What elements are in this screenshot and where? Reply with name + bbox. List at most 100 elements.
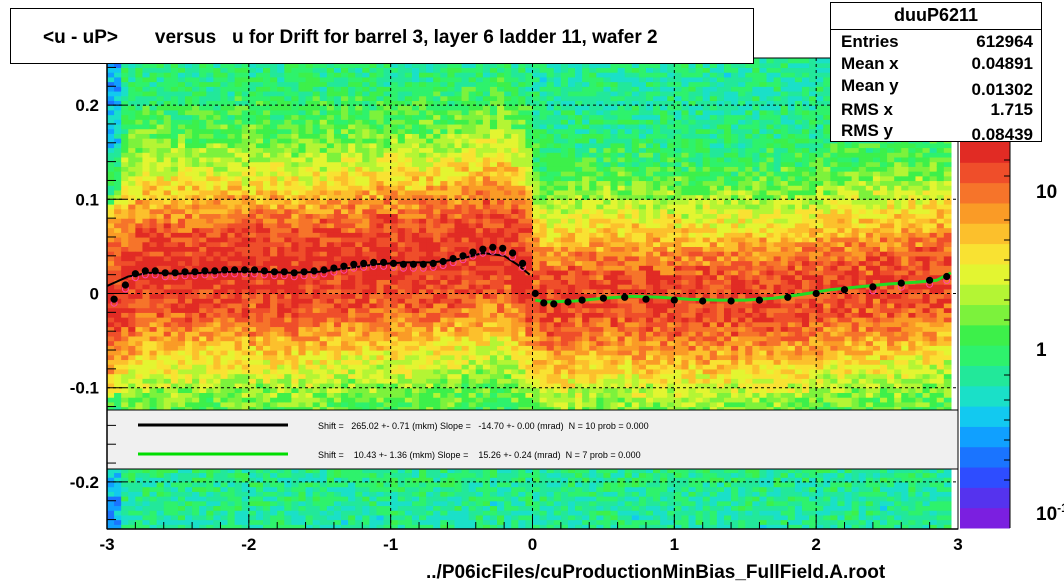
heatmap-cell [156,472,165,478]
heatmap-cell [333,373,342,379]
heatmap-cell [199,288,207,295]
heatmap-cell [192,81,200,87]
heatmap-cell [142,95,151,101]
heatmap-cell [156,152,165,158]
heatmap-cell [369,76,378,83]
heatmap-cell [312,76,321,83]
heatmap-cell [234,496,243,502]
heatmap-cell [156,364,165,370]
heatmap-cell [149,321,158,328]
heatmap-cell [241,133,250,139]
heatmap-cell [206,152,214,158]
heatmap-cell [369,340,378,346]
heatmap-cell [121,510,129,516]
heatmap-cell [163,81,172,87]
heatmap-cell [355,359,363,365]
heatmap-cell [163,317,172,323]
heatmap-cell [305,255,314,262]
heatmap-cell [135,467,144,474]
heatmap-cell [227,274,236,280]
heatmap-cell [426,510,434,516]
heatmap-cell [163,326,172,332]
heatmap-cell [263,218,271,224]
heatmap-cell [411,86,420,92]
heatmap-cell [341,392,349,398]
heatmap-cell [326,279,335,285]
heatmap-cell [433,350,441,356]
heatmap-cell [270,510,278,516]
heatmap-cell [185,156,193,163]
heatmap-cell [114,67,122,73]
heatmap-cell [419,152,427,158]
heatmap-cell [298,142,307,149]
heatmap-cell [440,340,448,346]
heatmap-cell [426,401,434,408]
heatmap-cell [192,326,200,332]
heatmap-cell [397,397,406,403]
heatmap-cell [156,255,165,262]
heatmap-cell [121,288,129,295]
heatmap-cell [397,491,406,497]
heatmap-cell [263,321,271,328]
heatmap-cell [142,222,151,229]
heatmap-cell [419,227,427,233]
heatmap-cell [177,505,186,511]
heatmap-cell [227,161,236,167]
heatmap-cell [376,293,385,299]
heatmap-cell [426,81,434,87]
heatmap-cell [142,255,151,262]
heatmap-cell [298,171,307,177]
heatmap-cell [454,76,463,83]
heatmap-cell [185,401,193,408]
heatmap-cell [142,81,151,87]
heatmap-cell [192,274,200,280]
heatmap-cell [369,175,378,182]
heatmap-cell [270,171,278,177]
heatmap-cell [163,312,172,318]
heatmap-cell [355,81,363,87]
heatmap-cell [397,519,406,525]
heatmap-cell [206,481,214,488]
heatmap-cell [255,133,264,139]
heatmap-cell [206,284,214,290]
heatmap-cell [433,496,441,502]
heatmap-cell [319,109,328,116]
heatmap-cell [156,368,165,375]
heatmap-cell [121,185,129,191]
heatmap-cell [170,152,179,158]
heatmap-cell [248,302,257,309]
heatmap-cell [192,312,200,318]
heatmap-cell [248,251,257,257]
heatmap-cell [433,227,441,233]
heatmap-cell [149,152,158,158]
heatmap-cell [177,100,186,106]
heatmap-cell [128,288,136,295]
heatmap-cell [312,100,321,106]
heatmap-cell [440,241,448,247]
heatmap-cell [220,90,229,97]
heatmap-cell [404,401,413,408]
heatmap-cell [411,510,420,516]
heatmap-cell [369,467,378,474]
heatmap-cell [284,204,292,210]
heatmap-cell [192,199,200,205]
heatmap-cell [135,524,144,529]
heatmap-cell [319,185,328,191]
heatmap-cell [142,382,151,389]
heatmap-cell [390,114,399,120]
heatmap-cell [298,307,307,313]
heatmap-cell [333,335,342,342]
heatmap-cell [163,486,172,492]
heatmap-cell [177,232,186,238]
heatmap-cell [149,109,158,116]
heatmap-cell [447,274,456,280]
heatmap-cell [199,364,207,370]
heatmap-cell [199,128,207,134]
heatmap-cell [362,481,370,488]
heatmap-cell [397,481,406,488]
heatmap-cell [319,161,328,167]
heatmap-cell [213,382,222,389]
heatmap-cell [177,481,186,488]
heatmap-cell [433,171,441,177]
heatmap-cell [390,166,399,172]
